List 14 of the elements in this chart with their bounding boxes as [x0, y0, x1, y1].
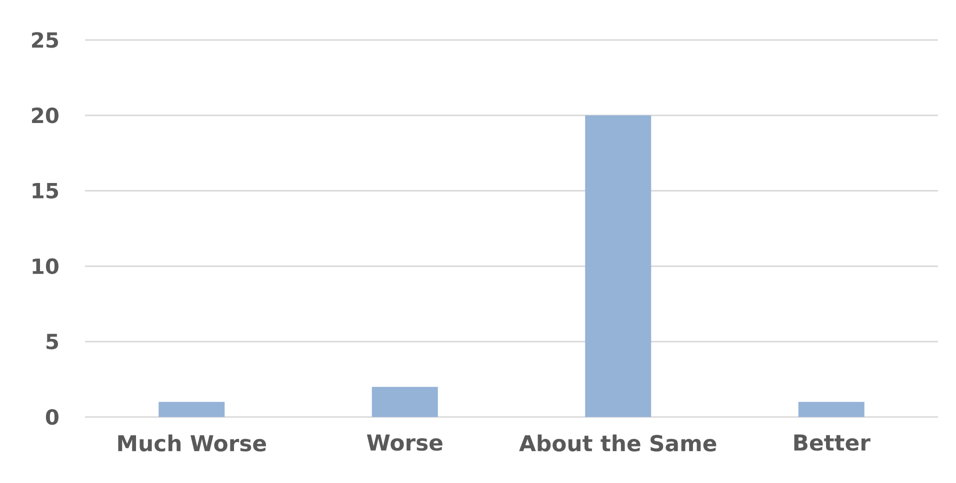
y-tick-label: 25	[32, 32, 58, 48]
y-tick-label: 15	[32, 183, 58, 199]
bar	[585, 115, 652, 417]
x-tick-label: Much Worse	[118, 434, 266, 452]
y-tick-label: 0	[46, 409, 58, 425]
y-tick-label: 5	[46, 334, 58, 350]
bar	[372, 386, 438, 417]
y-tick-label: 10	[32, 258, 58, 274]
x-tick-label: About the Same	[519, 434, 716, 452]
x-tick-label: Worse	[366, 434, 442, 451]
x-tick-label: Better	[794, 434, 870, 451]
y-tick-label: 20	[32, 107, 58, 124]
bar	[158, 402, 225, 417]
bar	[798, 402, 864, 417]
